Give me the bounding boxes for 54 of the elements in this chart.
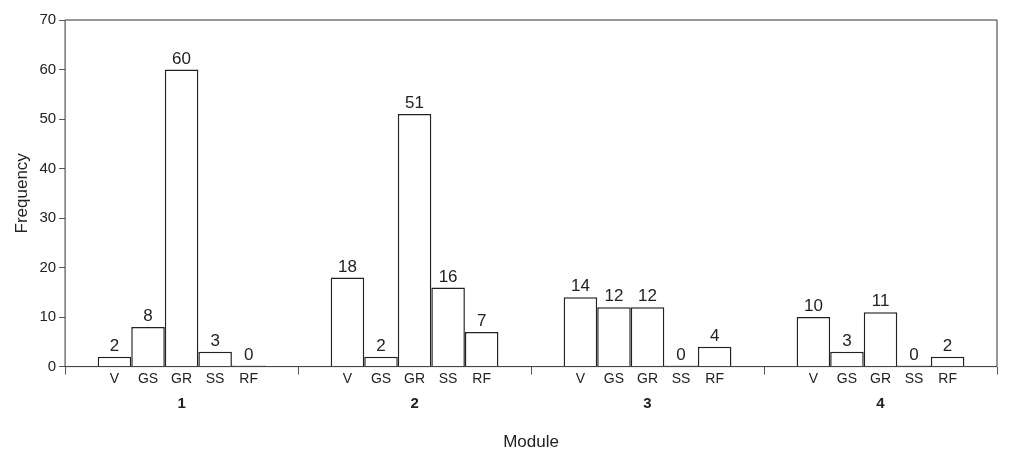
data-label: 0 [676, 344, 686, 364]
data-label: 4 [709, 325, 720, 345]
y-tick-label: 50 [39, 109, 57, 127]
data-label: 12 [604, 286, 624, 306]
text: RF [938, 370, 957, 387]
text: RF [472, 370, 491, 387]
data-label: 8 [143, 306, 153, 326]
y-axis-title: Frequency [11, 152, 31, 234]
text: SS [438, 370, 458, 387]
data-label: 0 [909, 344, 919, 364]
data-label: 11 [871, 291, 890, 311]
text: GR [637, 370, 659, 387]
series-label: GS [137, 370, 159, 387]
series-label: SS [205, 370, 225, 387]
y-tick-label: 20 [39, 257, 57, 275]
data-label: 3 [842, 330, 852, 350]
data-label: 51 [405, 93, 425, 113]
data-label: 14 [570, 276, 590, 296]
text: SS [904, 370, 924, 387]
data-label: 2 [942, 335, 953, 355]
text: V [575, 370, 586, 387]
y-tick-label: 60 [39, 59, 57, 77]
y-tick-label: 10 [39, 307, 57, 325]
text: GS [370, 370, 392, 387]
data-label: 2 [376, 335, 386, 355]
text: GS [603, 370, 625, 387]
text: V [342, 370, 353, 387]
data-label: 7 [476, 311, 487, 331]
data-label: 12 [638, 286, 657, 306]
x-tick-label: 3 [643, 393, 652, 411]
x-tick-label: 2 [410, 393, 419, 411]
data-label: 3 [210, 330, 220, 350]
text: GS [836, 370, 858, 387]
data-label: 18 [337, 256, 357, 276]
data-label: 0 [243, 344, 254, 364]
y-tick-label: 0 [47, 356, 57, 374]
x-tick-label: 4 [876, 393, 886, 411]
x-axis-title: Module [503, 432, 559, 452]
text: SS [671, 370, 691, 387]
text: RF [705, 370, 724, 387]
y-tick-label: 70 [39, 10, 57, 28]
y-tick-label: 30 [39, 208, 57, 226]
x-tick-label: 1 [177, 393, 186, 411]
y-tick-label: 40 [39, 158, 57, 176]
series-label: V [109, 370, 120, 387]
series-label: GR [171, 370, 193, 387]
data-label: 60 [172, 48, 192, 68]
data-label: 10 [803, 296, 823, 316]
series-label: RF [239, 370, 259, 387]
data-label: 2 [109, 335, 120, 355]
data-label: 16 [438, 266, 458, 286]
text: GR [404, 370, 426, 387]
text: GR [870, 370, 892, 387]
text: V [808, 370, 819, 387]
